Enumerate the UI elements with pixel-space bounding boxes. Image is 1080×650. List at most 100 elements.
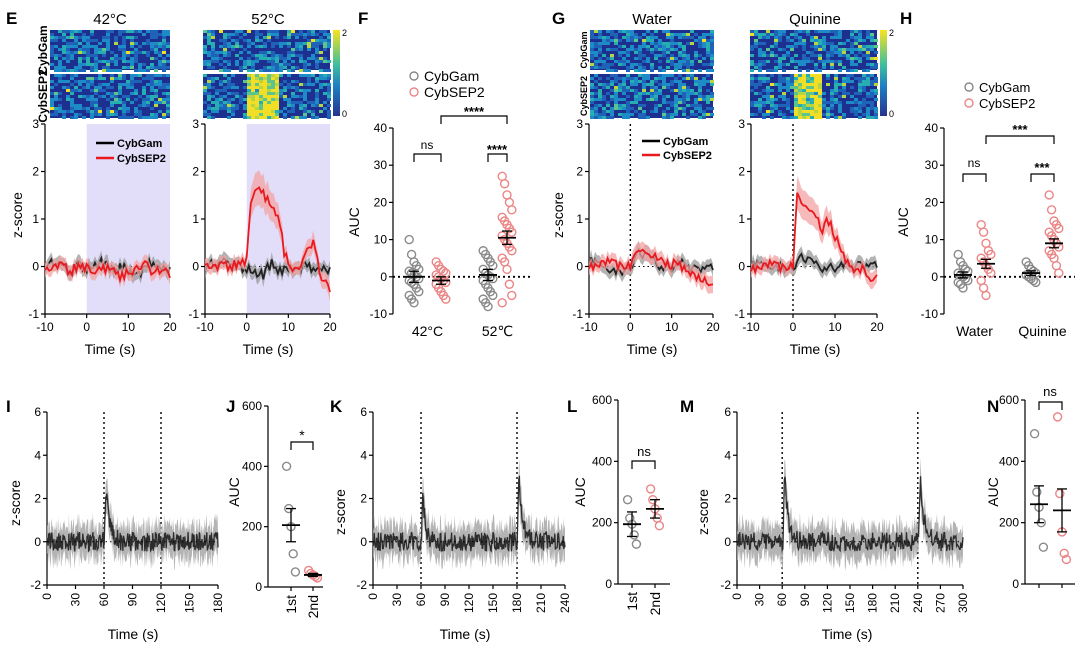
heatmap-cell: [223, 36, 227, 39]
heatmap-cell: [706, 39, 710, 42]
heatmap-cell: [211, 33, 215, 36]
heatmap-cell: [267, 33, 271, 36]
heatmap-cell: [291, 107, 295, 110]
heatmap-cell: [870, 45, 874, 48]
heatmap-cell: [790, 45, 794, 48]
heatmap-cell: [650, 48, 654, 51]
heatmap-cell: [154, 48, 158, 51]
heatmap-cell: [267, 95, 271, 98]
heatmap-cell: [215, 54, 219, 57]
category-label: 1st: [624, 592, 640, 611]
heatmap-cell: [682, 113, 686, 116]
heatmap-cell: [307, 42, 311, 45]
heatmap-cell: [646, 39, 650, 42]
heatmap-cell: [255, 104, 259, 107]
heatmap-cell: [870, 57, 874, 60]
heatmap-cell: [271, 104, 275, 107]
heatmap-cell: [866, 48, 870, 51]
y-tick-label: 20: [925, 195, 939, 209]
heatmap-cell: [126, 66, 130, 69]
heatmap-cell: [798, 77, 802, 80]
heatmap-cell: [682, 107, 686, 110]
heatmap-cell: [850, 57, 854, 60]
heatmap-cell: [610, 39, 614, 42]
heatmap-cell: [750, 83, 754, 86]
panel-h-legend-ctrl: CybGam: [979, 80, 1030, 95]
heatmap-cell: [838, 89, 842, 92]
heatmap-cell: [842, 42, 846, 45]
heatmap-cell: [162, 83, 166, 86]
heatmap-cell: [154, 101, 158, 104]
heatmap-cell: [74, 74, 78, 77]
heatmap-cell: [118, 107, 122, 110]
heatmap-cell: [142, 116, 146, 119]
heatmap-cell: [618, 83, 622, 86]
heatmap-cell: [590, 48, 594, 51]
heatmap-cell: [842, 77, 846, 80]
heatmap-cell: [814, 86, 818, 89]
heatmap-cell: [263, 86, 267, 89]
data-point: [1038, 542, 1049, 552]
heatmap-cell: [239, 101, 243, 104]
heatmap-cell: [122, 54, 126, 57]
heatmap-cell: [702, 77, 706, 80]
heatmap-cell: [150, 48, 154, 51]
heatmap-cell: [58, 92, 62, 95]
heatmap-cell: [303, 98, 307, 101]
heatmap-cell: [758, 104, 762, 107]
heatmap-cell: [806, 92, 810, 95]
y-tick-label: 3: [32, 117, 39, 131]
heatmap-cell: [82, 63, 86, 66]
heatmap-cell: [134, 98, 138, 101]
heatmap-cell: [295, 42, 299, 45]
heatmap-cell: [94, 69, 98, 72]
heatmap-cell: [94, 86, 98, 89]
heatmap-cell: [778, 33, 782, 36]
heatmap-cell: [594, 74, 598, 77]
heatmap-cell: [778, 83, 782, 86]
data-point: [1032, 487, 1042, 497]
heatmap-cell: [243, 48, 247, 51]
heatmap-cell: [78, 80, 82, 83]
heatmap-cell: [686, 104, 690, 107]
heatmap-cell: [670, 89, 674, 92]
heatmap-cell: [794, 116, 798, 119]
heatmap-cell: [790, 80, 794, 83]
heatmap-cell: [814, 89, 818, 92]
heatmap-cell: [802, 110, 806, 113]
heatmap-cell: [806, 51, 810, 54]
heatmap-cell: [802, 39, 806, 42]
heatmap-cell: [106, 98, 110, 101]
heatmap-cell: [239, 57, 243, 60]
heatmap-cell: [50, 48, 54, 51]
heatmap-cell: [287, 51, 291, 54]
heatmap-cell: [70, 42, 74, 45]
heatmap-cell: [634, 39, 638, 42]
heatmap-cell: [822, 113, 826, 116]
heatmap-cell: [239, 51, 243, 54]
heatmap-cell: [642, 116, 646, 119]
heatmap-cell: [82, 107, 86, 110]
heatmap-cell: [98, 74, 102, 77]
heatmap-cell: [323, 33, 327, 36]
heatmap-cell: [323, 42, 327, 45]
heatmap-cell: [666, 57, 670, 60]
heatmap-cell: [794, 95, 798, 98]
heatmap-cell: [646, 48, 650, 51]
heatmap-cell: [778, 110, 782, 113]
heatmap-cell: [231, 92, 235, 95]
heatmap-cell: [786, 86, 790, 89]
heatmap-cell: [682, 60, 686, 63]
heatmap-cell: [203, 86, 207, 89]
heatmap-cell: [223, 74, 227, 77]
heatmap-cell: [610, 89, 614, 92]
heatmap-cell: [870, 104, 874, 107]
heatmap-cell: [818, 107, 822, 110]
heatmap-cell: [702, 98, 706, 101]
heatmap-cell: [118, 101, 122, 104]
heatmap-cell: [70, 92, 74, 95]
heatmap-cell: [794, 83, 798, 86]
heatmap-cell: [818, 42, 822, 45]
heatmap-cell: [810, 54, 814, 57]
heatmap-cell: [758, 42, 762, 45]
